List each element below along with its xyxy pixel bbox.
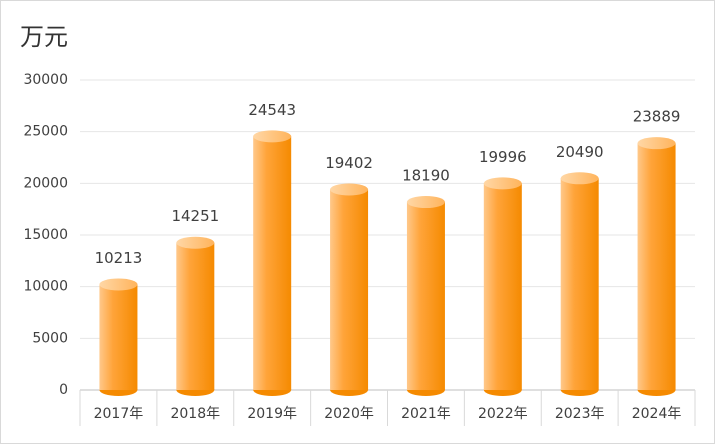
bar-cap — [560, 172, 599, 185]
bar — [253, 136, 292, 390]
y-tick-label: 10000 — [23, 279, 68, 295]
y-tick-label: 0 — [59, 382, 68, 398]
bar — [176, 242, 215, 390]
x-tick-label: 2017年 — [94, 406, 144, 422]
value-label: 14251 — [171, 207, 219, 225]
bar-cap — [176, 236, 215, 249]
y-tick-label: 5000 — [32, 330, 68, 346]
y-tick-label: 30000 — [23, 72, 68, 88]
bar-cap — [637, 137, 676, 150]
value-label: 19996 — [479, 148, 527, 166]
bar-cap — [483, 177, 522, 190]
x-tick-label: 2022年 — [478, 406, 528, 422]
x-tick-label: 2020年 — [324, 406, 374, 422]
value-label: 18190 — [402, 167, 450, 185]
x-tick-label: 2021年 — [401, 406, 451, 422]
bar — [483, 183, 522, 390]
bar — [406, 202, 445, 390]
chart-title: 万元 — [20, 23, 68, 51]
bar — [637, 143, 676, 390]
bar-cap — [99, 278, 138, 291]
bar — [560, 178, 599, 390]
value-label: 24543 — [248, 101, 296, 119]
value-label: 10213 — [95, 249, 143, 267]
bar — [99, 284, 138, 390]
bar-cap — [406, 196, 445, 209]
value-label: 19402 — [325, 154, 373, 172]
y-tick-label: 25000 — [23, 124, 68, 140]
x-tick-label: 2023年 — [555, 406, 605, 422]
y-tick-label: 20000 — [23, 175, 68, 191]
y-tick-label: 15000 — [23, 227, 68, 243]
x-tick-label: 2018年 — [170, 406, 220, 422]
value-label: 23889 — [633, 108, 681, 126]
x-tick-label: 2019年 — [247, 406, 297, 422]
value-label: 20490 — [556, 143, 604, 161]
bar-cap — [253, 130, 292, 143]
bar — [330, 189, 369, 390]
x-tick-label: 2024年 — [632, 406, 682, 422]
bar-cap — [330, 183, 369, 196]
